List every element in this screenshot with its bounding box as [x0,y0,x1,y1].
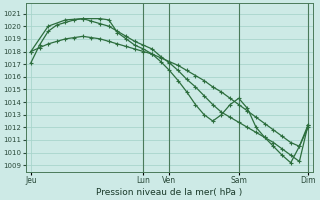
X-axis label: Pression niveau de la mer( hPa ): Pression niveau de la mer( hPa ) [96,188,243,197]
